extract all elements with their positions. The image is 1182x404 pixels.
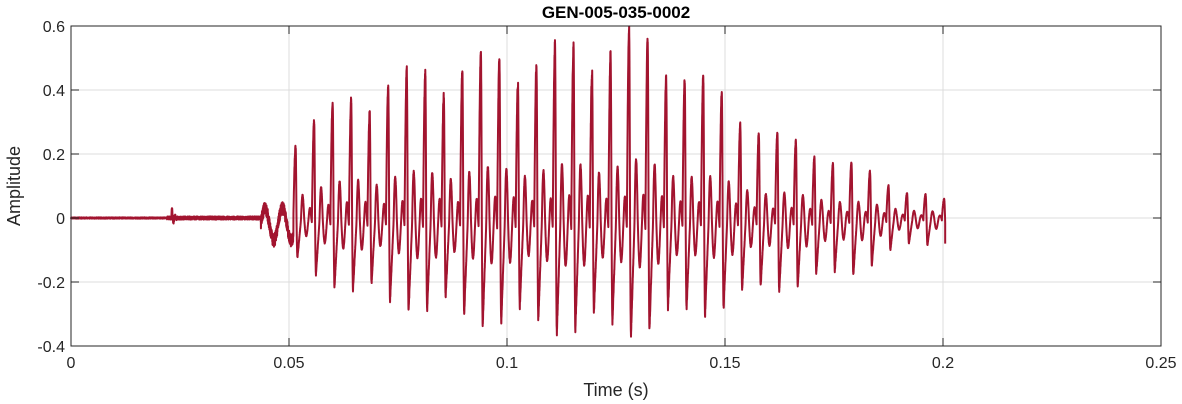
y-tick-label: -0.4 [37,339,65,356]
x-tick-label: 0.1 [496,355,518,372]
x-tick-label: 0.25 [1145,355,1176,372]
y-tick-label: 0.2 [43,147,65,164]
plot-area-border [70,25,1162,347]
y-tick-label: 0.6 [43,19,65,36]
x-tick-label: 0.2 [932,355,954,372]
y-tick-label: 0.4 [43,83,65,100]
y-axis-label: Amplitude [4,146,24,226]
y-tick-label: -0.2 [37,275,65,292]
series-line [70,25,947,338]
y-tick-label: 0 [56,211,65,228]
x-tick-label: 0 [67,355,76,372]
axis-ticks: 0 0.05 0.1 0.15 0.2 0.25 -0.4 -0.2 0 0.2 0.4 0.6 [37,19,1176,372]
chart-title: GEN-005-035-0002 [542,3,690,22]
x-tick-label: 0.15 [709,355,740,372]
x-axis-label: Time (s) [583,380,648,400]
x-tick-label: 0.05 [273,355,304,372]
